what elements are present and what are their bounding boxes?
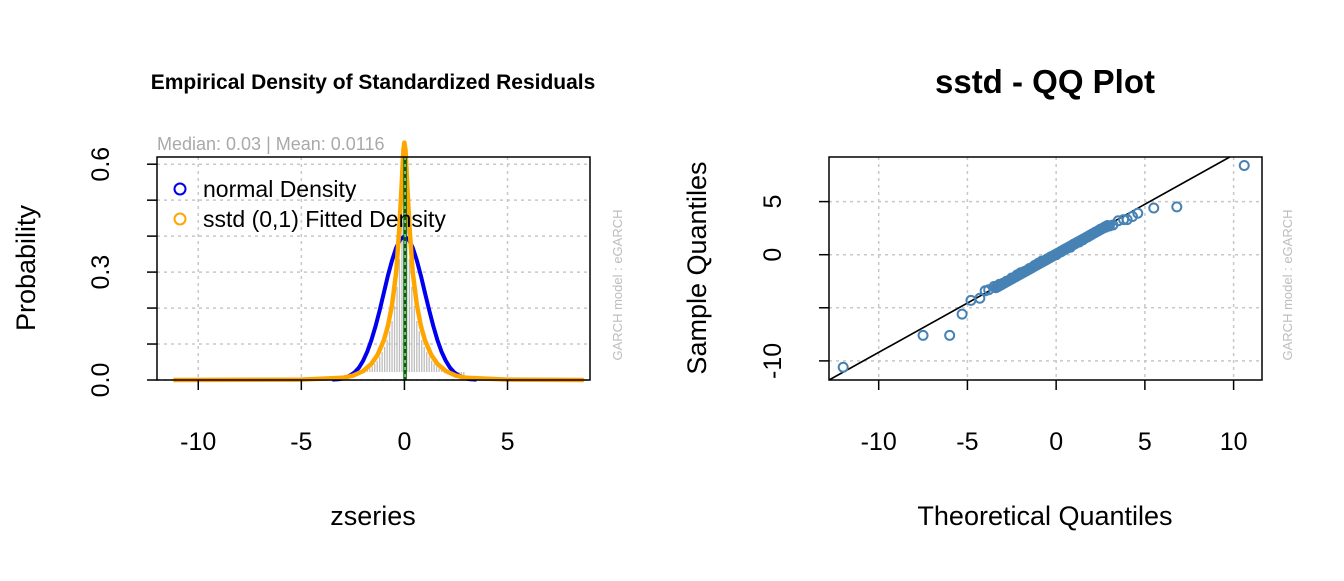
qq-x-tick-label: 10 xyxy=(1220,428,1248,456)
density-chart: Empirical Density of Standardized Residu… xyxy=(11,71,625,531)
density-x-tick-label: 5 xyxy=(501,428,515,456)
legend-label: normal Density xyxy=(203,176,357,202)
qq-y-label: Sample Quantiles xyxy=(682,161,712,374)
density-legend: normal Density sstd (0,1) Fitted Density xyxy=(173,176,446,232)
fitted-density-line xyxy=(173,140,584,383)
qq-y-tick-label: 0 xyxy=(759,248,787,262)
qq-point xyxy=(1148,202,1160,214)
density-lines xyxy=(173,140,584,383)
qq-point xyxy=(1102,220,1114,232)
density-y-tick-label: 0.3 xyxy=(87,255,115,290)
qq-point xyxy=(974,292,986,304)
density-y-tick-label: 0.6 xyxy=(87,147,115,182)
qq-plot-frame xyxy=(828,156,1263,381)
qq-side-text: GARCH model : eGARCH xyxy=(1280,210,1295,361)
density-y-tick-label: 0.0 xyxy=(87,363,115,398)
legend-marker xyxy=(173,182,187,196)
qq-point xyxy=(917,329,929,341)
density-x-tick-label: 0 xyxy=(397,428,411,456)
density-y-label: Probability xyxy=(11,204,41,331)
qq-x-tick-label: 5 xyxy=(1138,428,1152,456)
density-x-tick-label: -5 xyxy=(290,428,312,456)
density-title: Empirical Density of Standardized Residu… xyxy=(151,71,596,94)
qq-x-tick-label: -5 xyxy=(956,428,978,456)
density-axes: -10 -5 0 5 0.0 0.3 0.6 xyxy=(87,147,514,456)
density-x-label: zseries xyxy=(330,501,416,531)
qq-point xyxy=(956,308,968,320)
density-x-tick-label: -10 xyxy=(180,428,216,456)
qq-x-tick-label: -10 xyxy=(861,428,897,456)
density-subtitle: Median: 0.03 | Mean: 0.0116 xyxy=(157,134,385,154)
qq-point xyxy=(837,361,849,373)
qq-point xyxy=(1238,159,1250,171)
qq-axes: -10 -5 0 5 10 -10 0 5 xyxy=(759,195,1248,456)
qq-point xyxy=(1132,207,1144,219)
qq-title: sstd - QQ Plot xyxy=(935,63,1155,100)
qq-chart: sstd - QQ Plot -10 -5 0 5 10 -10 0 5 Theoretica… xyxy=(682,63,1295,531)
qq-point xyxy=(1171,201,1183,213)
qq-x-tick-label: 0 xyxy=(1049,428,1063,456)
qq-gridlines xyxy=(829,157,1262,380)
qq-point xyxy=(944,329,956,341)
qq-x-label: Theoretical Quantiles xyxy=(917,501,1172,531)
legend-marker xyxy=(173,212,187,226)
density-side-text: GARCH model : eGARCH xyxy=(610,210,625,361)
qq-y-tick-label: -10 xyxy=(759,343,787,379)
qq-y-tick-label: 5 xyxy=(759,195,787,209)
density-plot-frame xyxy=(156,156,591,381)
qq-points xyxy=(837,159,1250,373)
legend-label: sstd (0,1) Fitted Density xyxy=(203,206,446,232)
